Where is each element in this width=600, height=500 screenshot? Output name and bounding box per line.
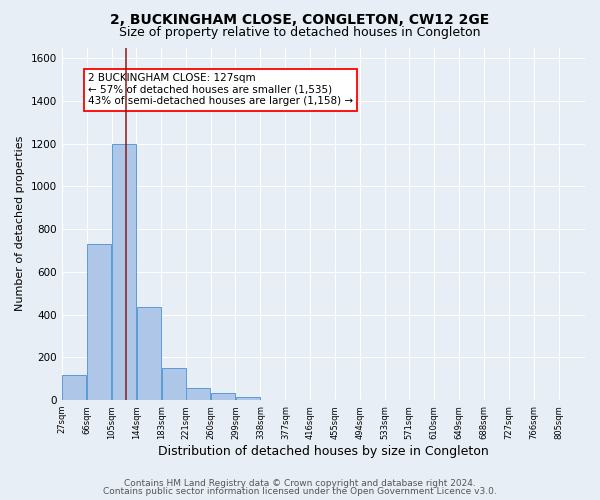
Text: 2 BUCKINGHAM CLOSE: 127sqm
← 57% of detached houses are smaller (1,535)
43% of s: 2 BUCKINGHAM CLOSE: 127sqm ← 57% of deta… [88,73,353,106]
Bar [87,244,112,400]
Bar [186,388,211,400]
Y-axis label: Number of detached properties: Number of detached properties [15,136,25,312]
Bar [137,307,161,400]
Bar [62,375,86,400]
Bar [236,397,260,400]
Text: Contains public sector information licensed under the Open Government Licence v3: Contains public sector information licen… [103,487,497,496]
Bar [211,393,235,400]
Text: Contains HM Land Registry data © Crown copyright and database right 2024.: Contains HM Land Registry data © Crown c… [124,478,476,488]
Text: 2, BUCKINGHAM CLOSE, CONGLETON, CW12 2GE: 2, BUCKINGHAM CLOSE, CONGLETON, CW12 2GE [110,12,490,26]
Bar [161,368,186,400]
Bar [112,144,136,400]
X-axis label: Distribution of detached houses by size in Congleton: Distribution of detached houses by size … [158,444,489,458]
Text: Size of property relative to detached houses in Congleton: Size of property relative to detached ho… [119,26,481,39]
